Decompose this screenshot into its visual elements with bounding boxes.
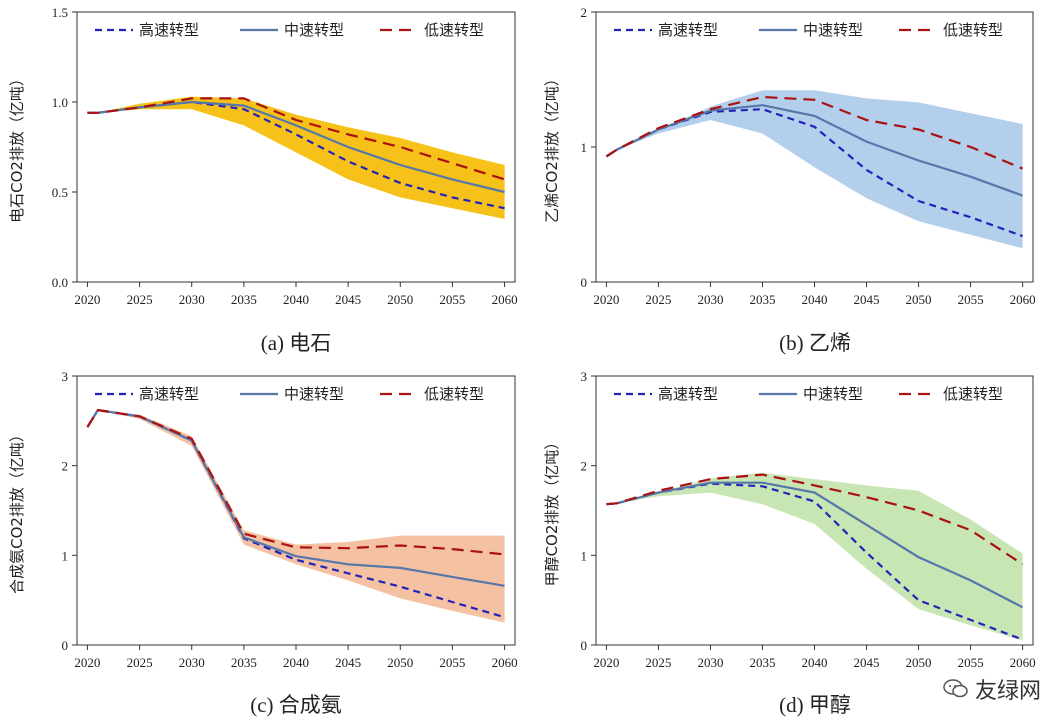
y-tick-label: 1.5 [52,5,68,20]
chart-caption: (d) 甲醇 [779,693,851,717]
x-tick-label: 2045 [335,292,361,307]
x-tick-label: 2055 [439,655,465,670]
x-tick-label: 2025 [127,655,153,670]
x-tick-label: 2020 [74,292,100,307]
legend-label: 低速转型 [943,21,1003,39]
x-tick-label: 2050 [387,292,413,307]
x-tick-label: 2040 [802,655,828,670]
watermark-text: 友绿网 [974,679,1041,704]
y-axis-label: 甲醇CO2排放（亿吨） [543,435,561,587]
y-axis-label: 合成氨CO2排放（亿吨） [8,427,26,594]
series-line-高速转型 [87,100,505,210]
series-line-低速转型 [605,95,1024,170]
chart-panel-2: 2020 2025 2030 2035 2040 2045 2050 2055 2060 0 1 2 高… [543,5,1036,355]
uncertainty-band [87,410,505,623]
y-axis-label: 电石CO2排放（亿吨） [8,71,26,223]
x-tick-label: 2020 [593,655,619,670]
x-tick-label: 2035 [749,292,775,307]
y-tick-label: 2 [62,459,69,474]
x-tick-label: 2060 [1010,655,1036,670]
chart-panel-3: 2020 2025 2030 2035 2040 2045 2050 2055 2060 0 1 2 3… [8,369,518,717]
y-tick-label: 3 [581,369,588,384]
chart-panel-1: 2020 2025 2030 2035 2040 2045 2050 2055 2060 0.0 0… [8,5,518,355]
x-tick-label: 2050 [906,292,932,307]
x-tick-label: 2050 [906,655,932,670]
y-axis-label: 乙烯CO2排放（亿吨） [543,71,561,223]
legend-label: 高速转型 [658,385,718,403]
y-tick-label: 1 [62,548,69,563]
legend-label: 中速转型 [803,21,863,39]
x-tick-label: 2025 [645,292,671,307]
x-tick-label: 2045 [854,292,880,307]
x-tick-label: 2055 [439,292,465,307]
x-tick-label: 2020 [593,292,619,307]
y-tick-label: 3 [62,369,69,384]
legend-label: 高速转型 [139,385,199,403]
chart-caption: (a) 电石 [261,331,332,355]
y-tick-label: 2 [581,5,588,20]
chart-caption: (b) 乙烯 [779,331,851,355]
series-line-低速转型 [86,408,505,556]
x-tick-label: 2060 [1010,292,1036,307]
series-line-高速转型 [605,108,1023,238]
legend-label: 高速转型 [139,21,199,39]
legend-label: 中速转型 [284,21,344,39]
legend-label: 高速转型 [658,21,718,39]
legend-label: 中速转型 [803,385,863,403]
x-tick-label: 2045 [335,655,361,670]
x-tick-label: 2045 [854,655,880,670]
y-tick-label: 0 [62,638,69,653]
x-tick-label: 2040 [283,655,309,670]
x-tick-label: 2025 [645,655,671,670]
uncertainty-band [87,96,505,219]
chart-caption: (c) 合成氨 [250,693,342,717]
legend-label: 低速转型 [424,385,484,403]
y-tick-label: 1.0 [52,95,68,110]
series-line-低速转型 [606,473,1024,566]
y-tick-label: 1 [581,548,588,563]
y-tick-label: 0.0 [52,275,68,290]
series-line-低速转型 [87,97,505,181]
chat-bubble-icon [943,679,968,698]
series-line-中速转型 [606,481,1024,609]
x-tick-label: 2020 [74,655,100,670]
x-tick-label: 2035 [231,655,257,670]
x-tick-label: 2040 [283,292,309,307]
series-line-中速转型 [87,100,505,194]
x-tick-label: 2030 [179,655,205,670]
x-tick-label: 2035 [231,292,257,307]
legend-label: 中速转型 [284,385,344,403]
watermark: 友绿网 [943,673,1041,705]
y-tick-label: 2 [581,459,588,474]
x-tick-label: 2040 [802,292,828,307]
x-tick-label: 2055 [958,292,984,307]
x-tick-label: 2060 [492,655,518,670]
legend-label: 低速转型 [943,385,1003,403]
x-tick-label: 2030 [697,655,723,670]
x-tick-label: 2060 [492,292,518,307]
y-tick-label: 1 [581,140,588,155]
y-tick-label: 0 [581,638,588,653]
x-tick-label: 2050 [387,655,413,670]
legend-label: 低速转型 [424,21,484,39]
y-tick-label: 0.5 [52,185,68,200]
x-tick-label: 2030 [179,292,205,307]
x-tick-label: 2025 [127,292,153,307]
x-tick-label: 2030 [697,292,723,307]
chart-panel-4: 2020 2025 2030 2035 2040 2045 2050 2055 2060 0 1 2 3… [543,369,1036,717]
y-tick-label: 0 [581,275,588,290]
x-tick-label: 2035 [749,655,775,670]
series-line-中速转型 [605,104,1023,197]
uncertainty-band [606,472,1023,641]
x-tick-label: 2055 [958,655,984,670]
series-line-高速转型 [606,482,1023,641]
uncertainty-band [606,90,1023,249]
